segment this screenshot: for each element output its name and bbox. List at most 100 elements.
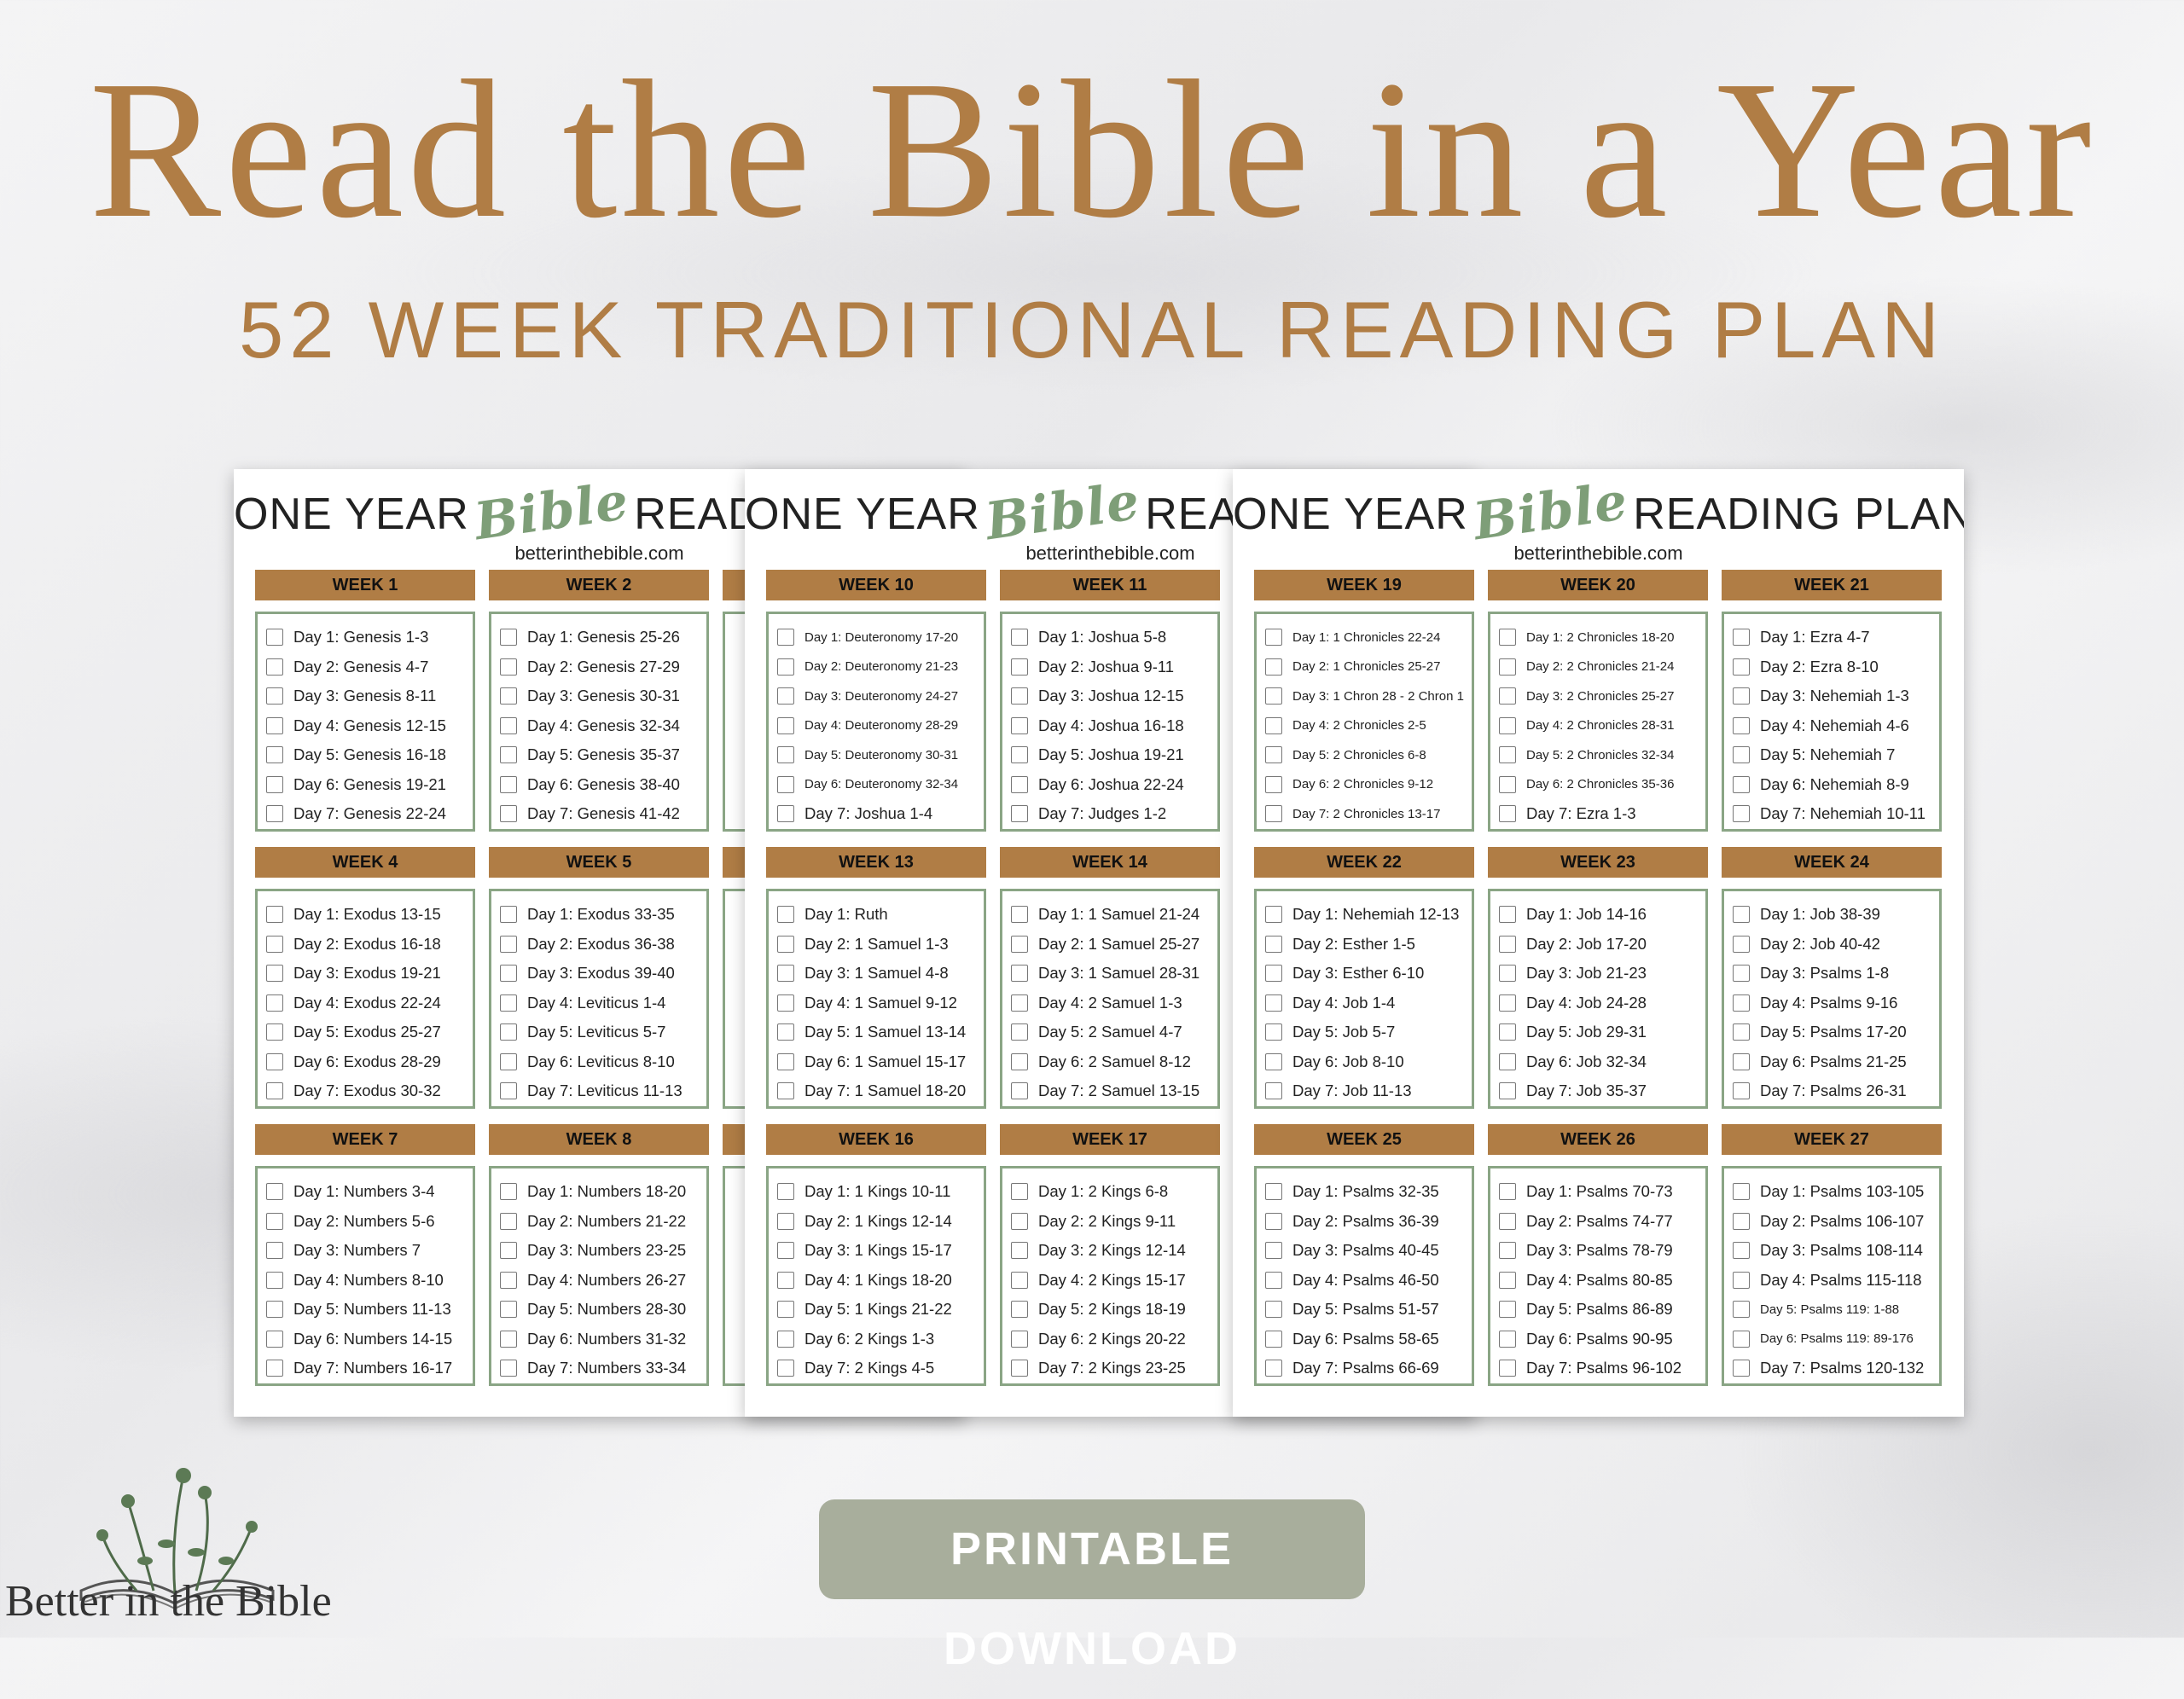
day-item[interactable]: Day 6: Deuteronomy 32-34 [777, 770, 984, 800]
checkbox[interactable] [500, 629, 517, 647]
checkbox[interactable] [1011, 1360, 1028, 1377]
checkbox[interactable] [500, 935, 517, 953]
day-item[interactable]: Day 4: Job 1-4 [1265, 989, 1472, 1018]
day-item[interactable]: Day 2: 1 Samuel 25-27 [1011, 930, 1217, 960]
day-item[interactable]: Day 6: 2 Kings 1-3 [777, 1325, 984, 1354]
day-item[interactable]: Day 3: Nehemiah 1-3 [1733, 681, 1939, 711]
checkbox[interactable] [266, 1301, 283, 1319]
checkbox[interactable] [1499, 1082, 1516, 1100]
checkbox[interactable] [1499, 1242, 1516, 1260]
checkbox[interactable] [1499, 1360, 1516, 1377]
day-item[interactable]: Day 6: Joshua 22-24 [1011, 770, 1217, 800]
checkbox[interactable] [500, 1242, 517, 1260]
day-item[interactable]: Day 4: Psalms 115-118 [1733, 1266, 1939, 1296]
day-item[interactable]: Day 5: Genesis 35-37 [500, 740, 706, 770]
checkbox[interactable] [500, 1330, 517, 1348]
checkbox[interactable] [777, 1330, 794, 1348]
checkbox[interactable] [1499, 805, 1516, 823]
checkbox[interactable] [1011, 805, 1028, 823]
checkbox[interactable] [500, 1183, 517, 1201]
day-item[interactable]: Day 7: Genesis 41-42 [500, 799, 706, 829]
checkbox[interactable] [500, 1082, 517, 1100]
day-item[interactable]: Day 6: Job 32-34 [1499, 1047, 1705, 1077]
checkbox[interactable] [1011, 716, 1028, 734]
checkbox[interactable] [1011, 965, 1028, 983]
day-item[interactable]: Day 7: 2 Kings 23-25 [1011, 1354, 1217, 1383]
checkbox[interactable] [500, 716, 517, 734]
day-item[interactable]: Day 6: Exodus 28-29 [266, 1047, 473, 1077]
printable-download-button[interactable]: PRINTABLE DOWNLOAD [819, 1499, 1365, 1674]
checkbox[interactable] [500, 746, 517, 764]
checkbox[interactable] [1733, 687, 1750, 705]
checkbox[interactable] [1499, 1271, 1516, 1289]
checkbox[interactable] [1499, 687, 1516, 705]
day-item[interactable]: Day 6: Numbers 31-32 [500, 1325, 706, 1354]
day-item[interactable]: Day 2: Job 17-20 [1499, 930, 1705, 960]
day-item[interactable]: Day 3: 1 Kings 15-17 [777, 1236, 984, 1266]
checkbox[interactable] [1733, 629, 1750, 647]
day-item[interactable]: Day 7: Psalms 120-132 [1733, 1354, 1939, 1383]
day-item[interactable]: Day 3: Numbers 23-25 [500, 1236, 706, 1266]
checkbox[interactable] [1265, 658, 1282, 676]
checkbox[interactable] [1733, 935, 1750, 953]
checkbox[interactable] [1733, 906, 1750, 924]
checkbox[interactable] [266, 805, 283, 823]
checkbox[interactable] [1265, 1052, 1282, 1070]
checkbox[interactable] [500, 1301, 517, 1319]
day-item[interactable]: Day 5: 2 Chronicles 32-34 [1499, 740, 1705, 770]
checkbox[interactable] [266, 716, 283, 734]
day-item[interactable]: Day 7: 2 Chronicles 13-17 [1265, 799, 1472, 829]
checkbox[interactable] [777, 935, 794, 953]
day-item[interactable]: Day 1: Deuteronomy 17-20 [777, 623, 984, 652]
checkbox[interactable] [1265, 1212, 1282, 1230]
day-item[interactable]: Day 2: Joshua 9-11 [1011, 652, 1217, 682]
day-item[interactable]: Day 7: Job 11-13 [1265, 1076, 1472, 1106]
day-item[interactable]: Day 1: Ezra 4-7 [1733, 623, 1939, 652]
day-item[interactable]: Day 6: 1 Samuel 15-17 [777, 1047, 984, 1077]
checkbox[interactable] [1011, 1330, 1028, 1348]
checkbox[interactable] [266, 1360, 283, 1377]
day-item[interactable]: Day 4: Deuteronomy 28-29 [777, 711, 984, 741]
checkbox[interactable] [1733, 1183, 1750, 1201]
checkbox[interactable] [500, 1023, 517, 1041]
checkbox[interactable] [266, 687, 283, 705]
day-item[interactable]: Day 2: Job 40-42 [1733, 930, 1939, 960]
checkbox[interactable] [1733, 1330, 1750, 1348]
day-item[interactable]: Day 3: Psalms 40-45 [1265, 1236, 1472, 1266]
day-item[interactable]: Day 2: Exodus 36-38 [500, 930, 706, 960]
day-item[interactable]: Day 1: Numbers 3-4 [266, 1177, 473, 1207]
checkbox[interactable] [1265, 1301, 1282, 1319]
day-item[interactable]: Day 1: Psalms 103-105 [1733, 1177, 1939, 1207]
checkbox[interactable] [777, 805, 794, 823]
day-item[interactable]: Day 3: Psalms 78-79 [1499, 1236, 1705, 1266]
day-item[interactable]: Day 3: 1 Samuel 4-8 [777, 959, 984, 989]
checkbox[interactable] [1733, 716, 1750, 734]
day-item[interactable]: Day 1: Ruth [777, 900, 984, 930]
day-item[interactable]: Day 2: 1 Chronicles 25-27 [1265, 652, 1472, 682]
checkbox[interactable] [777, 746, 794, 764]
checkbox[interactable] [1265, 1360, 1282, 1377]
day-item[interactable]: Day 3: Psalms 1-8 [1733, 959, 1939, 989]
checkbox[interactable] [500, 805, 517, 823]
checkbox[interactable] [500, 994, 517, 1012]
day-item[interactable]: Day 6: 2 Kings 20-22 [1011, 1325, 1217, 1354]
day-item[interactable]: Day 4: Numbers 8-10 [266, 1266, 473, 1296]
checkbox[interactable] [1733, 1242, 1750, 1260]
day-item[interactable]: Day 1: 1 Kings 10-11 [777, 1177, 984, 1207]
checkbox[interactable] [1265, 1242, 1282, 1260]
day-item[interactable]: Day 5: Numbers 11-13 [266, 1295, 473, 1325]
day-item[interactable]: Day 5: Numbers 28-30 [500, 1295, 706, 1325]
checkbox[interactable] [777, 1023, 794, 1041]
checkbox[interactable] [1499, 746, 1516, 764]
checkbox[interactable] [1011, 935, 1028, 953]
checkbox[interactable] [266, 994, 283, 1012]
day-item[interactable]: Day 6: Nehemiah 8-9 [1733, 770, 1939, 800]
checkbox[interactable] [500, 687, 517, 705]
day-item[interactable]: Day 1: Psalms 32-35 [1265, 1177, 1472, 1207]
checkbox[interactable] [266, 746, 283, 764]
day-item[interactable]: Day 7: Genesis 22-24 [266, 799, 473, 829]
checkbox[interactable] [777, 1183, 794, 1201]
day-item[interactable]: Day 1: Job 14-16 [1499, 900, 1705, 930]
checkbox[interactable] [1265, 935, 1282, 953]
checkbox[interactable] [777, 1360, 794, 1377]
